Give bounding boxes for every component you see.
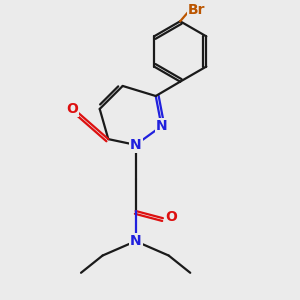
Text: N: N xyxy=(130,234,141,248)
Text: Br: Br xyxy=(188,3,206,17)
Text: N: N xyxy=(130,138,141,152)
Text: O: O xyxy=(67,102,78,116)
Text: O: O xyxy=(165,210,177,224)
Text: N: N xyxy=(156,119,167,133)
